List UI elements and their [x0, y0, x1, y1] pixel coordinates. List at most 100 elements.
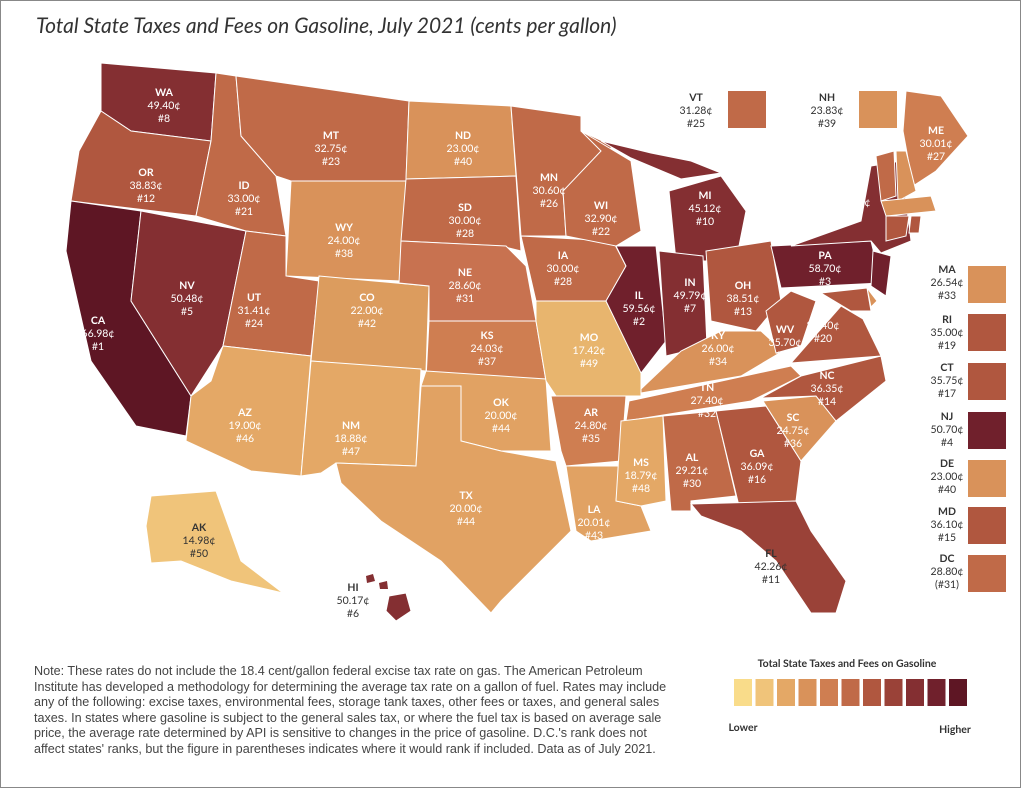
state-shape: [902, 90, 969, 187]
state-rank: #36: [784, 438, 802, 450]
callout-box: [968, 555, 1006, 592]
state-abbr: MI: [698, 190, 711, 202]
state-shape: [335, 385, 572, 614]
legend-swatch: [949, 679, 967, 706]
state-abbr: NC: [819, 370, 834, 382]
callout-box: [968, 363, 1006, 400]
state-shape: [130, 210, 247, 397]
state-value: 45.12¢: [689, 203, 722, 215]
state-abbr: MD: [938, 506, 956, 518]
state-value: 14.98¢: [183, 535, 216, 547]
state-abbr: NJ: [941, 411, 954, 423]
state-shape: [819, 287, 872, 312]
state-abbr: FL: [765, 548, 777, 560]
state-value: 24.03¢: [471, 343, 504, 355]
state-shape: [689, 500, 847, 614]
state-abbr: SC: [787, 412, 800, 424]
state-value: 27.40¢: [691, 395, 724, 407]
state-rank: #44: [492, 423, 510, 435]
state-abbr: NY: [847, 184, 862, 196]
legend-swatch: [884, 679, 903, 706]
state-shape: [668, 175, 747, 262]
state-value: 42.26¢: [755, 561, 788, 573]
legend-swatch: [906, 679, 924, 706]
legend-title: Total State Taxes and Fees on Gasoline: [758, 658, 937, 670]
state-value: 30.60¢: [533, 185, 566, 197]
legend-swatch: [841, 679, 860, 706]
state-value: 31.41¢: [238, 305, 271, 317]
state-value: 34.40¢: [807, 320, 840, 332]
state-value: 30.00¢: [449, 215, 482, 227]
state-rank: #30: [683, 478, 701, 490]
state-shape: [379, 581, 388, 589]
state-rank: #18: [776, 350, 794, 362]
state-abbr: AR: [583, 407, 598, 419]
state-shape: [765, 290, 817, 354]
state-value: 20.00¢: [485, 410, 518, 422]
callout-box: [728, 91, 766, 128]
state-abbr: OK: [493, 397, 509, 409]
state-shape: [885, 215, 910, 242]
state-rank: #22: [592, 226, 610, 238]
state-shape: [625, 365, 802, 422]
state-rank: #23: [322, 156, 340, 168]
state-value: 23.00¢: [447, 143, 480, 155]
state-rank: #35: [582, 433, 600, 445]
state-abbr: VT: [688, 92, 703, 104]
note: Note: These rates do not include the 18.…: [34, 664, 667, 756]
legend-swatch: [798, 679, 817, 706]
state-abbr: WV: [776, 324, 795, 336]
state-value: 18.79¢: [625, 470, 658, 482]
state-value: 49.40¢: [148, 100, 181, 112]
state-value: 28.80¢: [931, 566, 964, 578]
state-value: 32.75¢: [315, 143, 348, 155]
state-rank: #49: [580, 358, 598, 370]
callout-box: [968, 412, 1006, 449]
state-value: 24.80¢: [575, 420, 608, 432]
state-abbr: UT: [247, 292, 262, 304]
state-value: 58.70¢: [809, 263, 842, 275]
state-value: 24.75¢: [777, 425, 810, 437]
state-shape: [550, 395, 627, 467]
legend-swatch: [734, 679, 752, 706]
state-value: 36.35¢: [811, 383, 844, 395]
state-value: 33.00¢: [228, 193, 261, 205]
state-abbr: AK: [191, 522, 207, 534]
state-rank: #42: [358, 318, 376, 330]
state-rank: #44: [457, 516, 475, 528]
state-value: 18.88¢: [335, 433, 368, 445]
state-abbr: DE: [940, 458, 954, 470]
callout-box: [968, 314, 1006, 351]
state-abbr: LA: [588, 504, 601, 516]
state-rank: #40: [938, 484, 956, 496]
state-value: 19.00¢: [229, 420, 262, 432]
state-rank: #28: [554, 276, 572, 288]
state-shape: [760, 355, 887, 422]
state-rank: #14: [818, 396, 836, 408]
state-value: 50.17¢: [337, 595, 370, 607]
callout-box: [859, 91, 897, 128]
state-rank: #46: [236, 433, 254, 445]
state-shape: [145, 490, 284, 594]
state-abbr: CT: [940, 362, 954, 374]
state-abbr: AZ: [237, 407, 252, 419]
state-shape: [880, 195, 937, 217]
state-abbr: OH: [735, 280, 752, 292]
state-value: 36.09¢: [741, 461, 774, 473]
state-shape: [875, 150, 897, 202]
legend-swatch: [820, 679, 838, 706]
state-abbr: ME: [928, 125, 944, 137]
state-value: 28.60¢: [449, 280, 482, 292]
state-rank: #3: [819, 276, 831, 288]
state-value: 26.54¢: [931, 277, 964, 289]
state-rank: #17: [938, 388, 956, 400]
state-rank: #16: [748, 474, 766, 486]
state-shape: [908, 215, 922, 234]
legend-high: Higher: [939, 724, 971, 736]
state-abbr: KY: [711, 330, 725, 342]
state-value: 38.51¢: [727, 293, 760, 305]
state-abbr: RI: [942, 314, 952, 326]
state-shape: [615, 415, 667, 507]
state-abbr: CO: [359, 292, 375, 304]
state-abbr: ND: [455, 130, 471, 142]
